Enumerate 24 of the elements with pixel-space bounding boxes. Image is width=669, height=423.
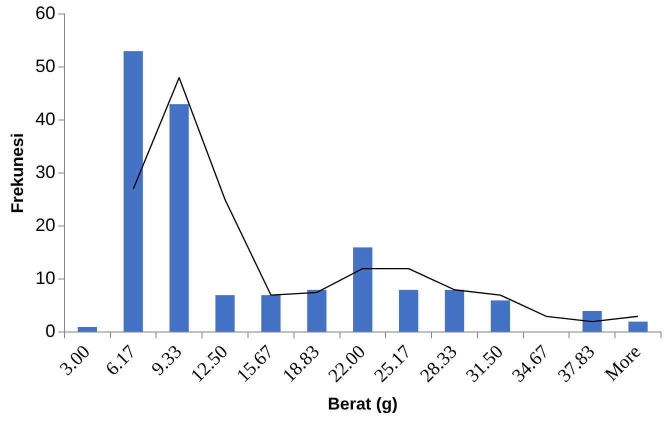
y-axis-title: Frekunesi (8, 132, 27, 214)
x-tick-label: 6.17 (102, 342, 140, 380)
bar (124, 51, 143, 332)
bar (307, 290, 326, 332)
bar (490, 300, 510, 332)
y-tick-label: 40 (35, 109, 56, 130)
bar (261, 295, 281, 332)
x-tick-label: 3.00 (56, 342, 94, 380)
y-tick-label: 30 (35, 162, 56, 182)
bar (353, 247, 372, 332)
y-tick-label: 60 (35, 2, 56, 23)
bar (582, 311, 602, 332)
bar (444, 290, 464, 332)
y-tick-label: 50 (35, 56, 56, 76)
y-tick-label: 0 (45, 321, 56, 342)
bar (398, 290, 418, 332)
y-tick-label: 20 (35, 215, 56, 236)
bar (170, 104, 189, 332)
y-tick-label: 10 (35, 268, 56, 288)
x-axis-title: Berat (g) (328, 394, 398, 414)
bar (78, 326, 98, 332)
bar (215, 295, 235, 332)
x-tick-label: 9.33 (148, 342, 186, 380)
bar (628, 322, 648, 332)
